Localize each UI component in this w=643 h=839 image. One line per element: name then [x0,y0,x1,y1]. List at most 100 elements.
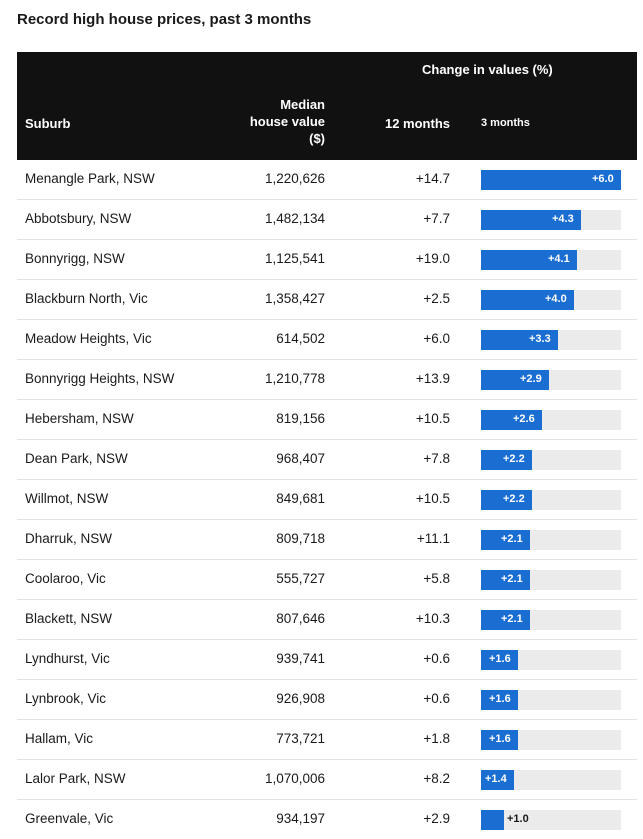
median-value-cell: 1,125,541 [264,251,325,266]
bar-track: +4.3 [481,210,621,230]
bar [481,730,518,750]
table-row: Lalor Park, NSW 1,070,006 +8.2 +1.4 [17,760,637,800]
twelve-months-cell: +10.5 [415,411,450,426]
bar-track: +2.1 [481,530,621,550]
twelve-months-cell: +14.7 [415,171,450,186]
median-value-cell: 968,407 [276,451,325,466]
suburb-column-header: Suburb [25,116,71,131]
bar-data-label: +4.1 [548,253,570,265]
suburb-cell: Lalor Park, NSW [25,771,126,786]
bar-track: +4.0 [481,290,621,310]
twelve-months-cell: +1.8 [423,731,450,746]
bar [481,650,518,670]
bar [481,530,530,550]
median-value-cell: 807,646 [276,611,325,626]
bar-data-label: +1.0 [507,813,529,825]
twelve-months-column-header: 12 months [384,116,450,131]
bar-data-label: +1.6 [489,653,511,665]
bar-data-label: +2.2 [503,493,525,505]
twelve-months-cell: +13.9 [415,371,450,386]
bar-data-label: +6.0 [592,173,614,185]
median-header-line: ($) [309,131,325,146]
table-row: Willmot, NSW 849,681 +10.5 +2.2 [17,480,637,520]
bar [481,290,574,310]
bar-track: +1.0 [481,810,621,830]
median-value-cell: 1,482,134 [264,211,325,226]
suburb-cell: Coolaroo, Vic [25,571,106,586]
bar-track: +1.6 [481,690,621,710]
median-value-cell: 809,718 [276,531,325,546]
bar-track: +4.1 [481,250,621,270]
median-header-line: house value [249,114,325,129]
bar [481,690,518,710]
bar-data-label: +1.6 [489,693,511,705]
bar-data-label: +2.2 [503,453,525,465]
bar [481,810,504,830]
suburb-cell: Hallam, Vic [25,731,94,746]
median-value-cell: 934,197 [276,811,325,826]
suburb-cell: Dean Park, NSW [25,451,128,466]
bar-track: +2.1 [481,610,621,630]
table-row: Bonnyrigg Heights, NSW 1,210,778 +13.9 +2.9 [17,360,637,400]
bar-data-label: +2.1 [501,573,523,585]
bar [481,490,532,510]
table-row: Blackburn North, Vic 1,358,427 +2.5 +4.0 [17,280,637,320]
median-value-cell: 1,210,778 [264,371,325,386]
bar-data-label: +3.3 [529,333,551,345]
table-row: Bonnyrigg, NSW 1,125,541 +19.0 +4.1 [17,240,637,280]
bar [481,570,530,590]
table-row: Dharruk, NSW 809,718 +11.1 +2.1 [17,520,637,560]
median-value-cell: 1,070,006 [264,771,325,786]
suburb-cell: Bonnyrigg, NSW [25,251,125,266]
suburb-cell: Bonnyrigg Heights, NSW [25,371,175,386]
table-row: Blackett, NSW 807,646 +10.3 +2.1 [17,600,637,640]
suburb-cell: Meadow Heights, Vic [25,331,152,346]
page-title: Record high house prices, past 3 months [17,11,312,28]
change-group-header: Change in values (%) [422,62,553,77]
twelve-months-cell: +5.8 [423,571,450,586]
table-header: Change in values (%) Suburb Median house… [17,52,637,160]
bar-track: +2.9 [481,370,621,390]
suburb-cell: Greenvale, Vic [25,811,114,826]
twelve-months-cell: +10.3 [415,611,450,626]
twelve-months-cell: +2.5 [423,291,450,306]
twelve-months-cell: +10.5 [415,491,450,506]
table-body: Menangle Park, NSW 1,220,626 +14.7 +6.0 Abbo… [17,160,637,839]
bar-data-label: +2.1 [501,613,523,625]
bar-track: +2.2 [481,450,621,470]
bar-track: +6.0 [481,170,621,190]
median-value-cell: 849,681 [276,491,325,506]
table-row: Dean Park, NSW 968,407 +7.8 +2.2 [17,440,637,480]
median-value-cell: 555,727 [276,571,325,586]
bar [481,250,577,270]
bar [481,210,581,230]
bar [481,410,542,430]
suburb-cell: Abbotsbury, NSW [25,211,132,226]
suburb-cell: Hebersham, NSW [25,411,134,426]
bar-data-label: +2.6 [513,413,535,425]
bar-data-label: +2.9 [520,373,542,385]
table-row: Lynbrook, Vic 926,908 +0.6 +1.6 [17,680,637,720]
bar-data-label: +2.1 [501,533,523,545]
table-row: Greenvale, Vic 934,197 +2.9 +1.0 [17,800,637,839]
twelve-months-cell: +7.7 [423,211,450,226]
median-header-line: Median [280,97,325,112]
suburb-cell: Dharruk, NSW [25,531,113,546]
data-table: Change in values (%) Suburb Median house… [17,52,637,839]
median-value-cell: 773,721 [276,731,325,746]
suburb-cell: Lyndhurst, Vic [25,651,110,666]
twelve-months-cell: +0.6 [423,651,450,666]
suburb-cell: Lynbrook, Vic [25,691,107,706]
bar-data-label: +1.6 [489,733,511,745]
bar-data-label: +1.4 [485,773,507,785]
table-row: Hallam, Vic 773,721 +1.8 +1.6 [17,720,637,760]
table-row: Menangle Park, NSW 1,220,626 +14.7 +6.0 [17,160,637,200]
suburb-cell: Willmot, NSW [25,491,109,506]
twelve-months-cell: +2.9 [423,811,450,826]
median-value-cell: 819,156 [276,411,325,426]
bar [481,330,558,350]
bar [481,370,549,390]
bar-track: +1.6 [481,730,621,750]
median-value-cell: 614,502 [276,331,325,346]
bar [481,170,621,190]
